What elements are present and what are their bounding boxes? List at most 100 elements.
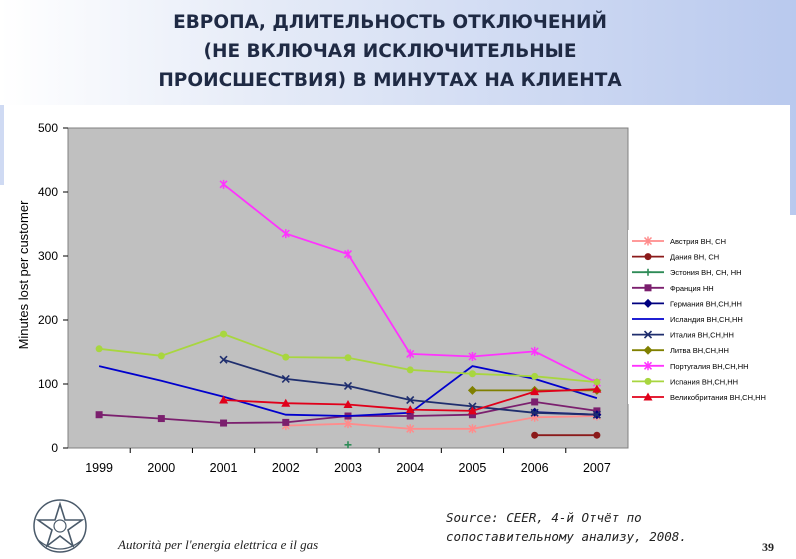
- data-point: [343, 419, 353, 429]
- y-tick-label: 0: [51, 441, 58, 455]
- legend-label: Литва ВН,СН,НН: [670, 346, 729, 355]
- republic-emblem-logo: [33, 499, 87, 553]
- source-line-2: сопоставительному анализу, 2008.: [446, 529, 687, 544]
- legend-label: Эстония ВН, СН, НН: [670, 268, 742, 277]
- data-point: [592, 384, 602, 393]
- data-point: [281, 374, 290, 383]
- legend-item: Италия ВН,СН,НН: [632, 330, 734, 340]
- y-axis-label: Minutes lost per customer: [16, 200, 31, 350]
- x-tick-label: 2005: [459, 461, 487, 475]
- data-point: [593, 378, 601, 386]
- data-point: [467, 406, 477, 415]
- data-point: [467, 385, 477, 395]
- data-point: [592, 410, 601, 419]
- legend-label: Франция НН: [670, 284, 714, 293]
- data-point: [468, 411, 476, 419]
- legend-item: Австрия ВН, СН: [632, 236, 726, 246]
- legend-item: Португалия ВН,СН,НН: [632, 361, 749, 371]
- source-line-1: Source: CEER, 4-й Отчёт по: [446, 510, 642, 525]
- data-point: [643, 392, 653, 401]
- data-point: [405, 405, 415, 414]
- data-point: [468, 370, 476, 378]
- legend-label: Италия ВН,СН,НН: [670, 331, 734, 340]
- title-line-1: ЕВРОПА, ДЛИТЕЛЬНОСТЬ ОТКЛЮЧЕНИЙ: [173, 12, 607, 33]
- outage-duration-chart: 0 100 200 300 400 500 1999 2000 2001 2002 2003 2004…: [4, 105, 790, 490]
- organization-name: Autorità per l'energia elettrica e il ga…: [118, 537, 319, 552]
- title-line-3: ПРОИСШЕСТВИЯ) В МИНУТАХ НА КЛИЕНТА: [158, 70, 622, 91]
- slide-title: ЕВРОПА, ДЛИТЕЛЬНОСТЬ ОТКЛЮЧЕНИЙ (НЕ ВКЛЮ…: [120, 8, 660, 95]
- y-tick-label: 300: [38, 249, 58, 263]
- data-point: [406, 395, 415, 405]
- x-tick-label: 2004: [396, 461, 424, 475]
- legend-label: Португалия ВН,СН,НН: [670, 362, 749, 371]
- y-tick-label: 400: [38, 185, 58, 199]
- data-point: [281, 229, 290, 239]
- legend-item: Германия ВН,СН,НН: [632, 298, 742, 308]
- x-tick-label: 2006: [521, 461, 549, 475]
- data-point: [406, 424, 415, 434]
- data-point: [343, 399, 353, 408]
- title-line-2: (НЕ ВКЛЮЧАЯ ИСКЛЮЧИТЕЛЬНЫЕ: [203, 41, 577, 62]
- data-point: [219, 395, 229, 404]
- legend-item: Дания ВН, СН: [632, 253, 719, 262]
- data-point: [530, 408, 539, 417]
- data-point: [468, 424, 477, 434]
- series-layer: [95, 179, 602, 449]
- data-point: [282, 353, 290, 361]
- data-point: [406, 366, 414, 374]
- data-point: [343, 381, 353, 390]
- data-point: [220, 419, 228, 427]
- data-point: [644, 253, 652, 261]
- data-point: [530, 387, 540, 396]
- legend-label: Великобритания ВН,СН,НН: [670, 393, 766, 402]
- legend-item: Эстония ВН, СН, НН: [632, 268, 742, 277]
- y-tick-label: 500: [38, 121, 58, 135]
- legend-item: Литва ВН,СН,НН: [632, 345, 729, 355]
- data-point: [644, 268, 652, 276]
- data-point: [531, 398, 539, 406]
- data-point: [643, 361, 653, 371]
- legend-item: Франция НН: [632, 284, 714, 293]
- legend-box: [628, 230, 790, 404]
- data-point: [643, 345, 653, 355]
- data-point: [344, 354, 352, 362]
- data-point: [593, 431, 601, 439]
- x-tick-label: 2002: [272, 461, 300, 475]
- legend-label: Австрия ВН, СН: [670, 237, 726, 246]
- x-tick-label: 2001: [210, 461, 238, 475]
- legend-item: Исландия ВН,СН,НН: [632, 315, 743, 324]
- data-point: [644, 377, 652, 385]
- series: [531, 431, 601, 439]
- data-point: [157, 415, 165, 423]
- y-tick-label: 100: [38, 377, 58, 391]
- data-point: [343, 249, 353, 259]
- data-point: [219, 355, 228, 364]
- series: [219, 384, 602, 415]
- data-point: [95, 345, 103, 353]
- data-point: [95, 411, 103, 419]
- data-point: [530, 346, 539, 356]
- x-tick-label: 1999: [85, 461, 113, 475]
- series: [219, 355, 601, 419]
- axes-group: 0 100 200 300 400 500 1999 2000 2001 2002 2003 2004…: [38, 121, 611, 475]
- legend-label: Германия ВН,СН,НН: [670, 299, 742, 308]
- legend-item: Великобритания ВН,СН,НН: [632, 392, 766, 402]
- x-tick-label: 2003: [334, 461, 362, 475]
- data-point: [220, 330, 228, 338]
- legend-label: Дания ВН, СН: [670, 253, 719, 262]
- data-point: [281, 398, 291, 407]
- data-point: [644, 284, 652, 292]
- data-point: [344, 441, 352, 449]
- data-point: [643, 236, 653, 246]
- data-point: [531, 372, 539, 380]
- data-point: [219, 179, 228, 189]
- x-tick-label: 2000: [147, 461, 175, 475]
- page-number: 39: [762, 540, 774, 554]
- legend-item: Испания ВН,СН,НН: [632, 377, 738, 386]
- data-point: [282, 418, 290, 426]
- data-point: [643, 298, 653, 308]
- data-point: [406, 412, 414, 420]
- legend-label: Испания ВН,СН,НН: [670, 377, 738, 386]
- legend: Австрия ВН, СН Дания ВН, СН Эстония ВН, СН…: [632, 236, 766, 402]
- data-point: [157, 352, 165, 360]
